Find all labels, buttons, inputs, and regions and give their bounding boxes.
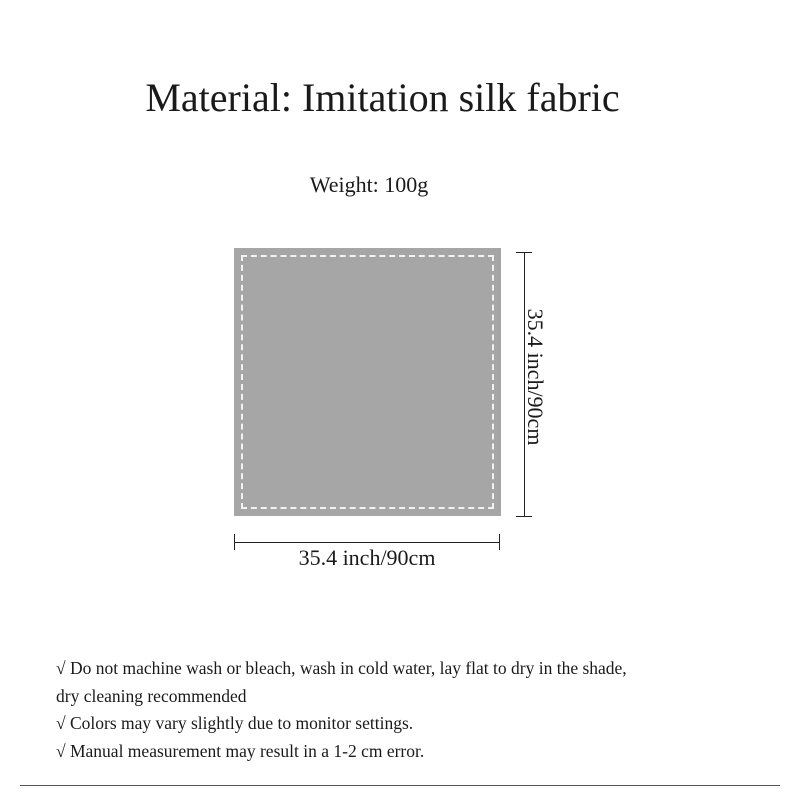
stitch-border bbox=[241, 255, 494, 509]
height-label: 35.4 inch/90cm bbox=[523, 308, 548, 446]
material-title: Material: Imitation silk fabric bbox=[145, 75, 620, 120]
width-label: 35.4 inch/90cm bbox=[298, 545, 436, 570]
height-dimension-line bbox=[524, 252, 525, 516]
care-note-measurement: √ Manual measurement may result in a 1-2… bbox=[56, 740, 425, 761]
fabric-swatch bbox=[234, 248, 501, 516]
care-note-wash-continued: dry cleaning recommended bbox=[56, 685, 247, 706]
bottom-divider bbox=[20, 785, 780, 786]
care-note-colors: √ Colors may vary slightly due to monito… bbox=[56, 713, 414, 733]
weight-label: Weight: 100g bbox=[309, 172, 429, 197]
care-note-wash: √ Do not machine wash or bleach, wash in… bbox=[56, 658, 627, 678]
care-notes: √ Do not machine wash or bleach, wash in… bbox=[56, 655, 776, 765]
width-dimension-cap-right bbox=[499, 534, 500, 550]
width-dimension-line bbox=[234, 542, 500, 543]
height-dimension-cap-bottom bbox=[516, 516, 532, 517]
